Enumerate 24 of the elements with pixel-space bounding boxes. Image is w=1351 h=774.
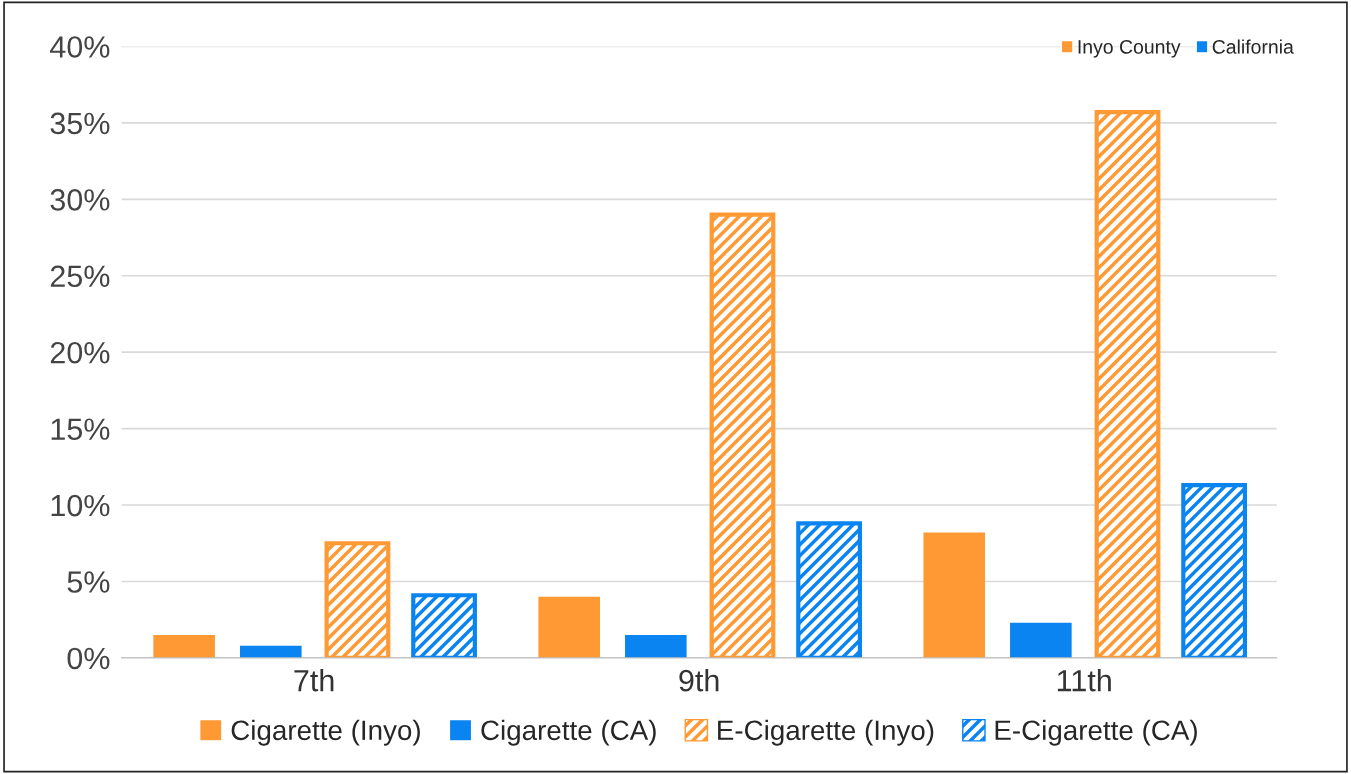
legend-label: E-Cigarette (Inyo) [718, 719, 934, 746]
x-tick-label: 7th [294, 669, 334, 692]
y-tick-label: 40% [50, 36, 110, 58]
y-tick-label: 0% [67, 647, 110, 670]
y-tick-label: 30% [50, 189, 110, 211]
bar [1010, 622, 1072, 658]
y-tick-label: 20% [50, 341, 110, 364]
y-tick-label: 35% [50, 112, 110, 135]
legend-label: E-Cigarette (CA) [995, 719, 1197, 746]
bar [239, 645, 302, 658]
bar [923, 532, 986, 658]
x-tick-label: 9th [679, 669, 719, 692]
x-tick-label: 11th [1057, 669, 1111, 692]
y-tick-label: 10% [51, 494, 110, 517]
legend-label: Cigarette (Inyo) [231, 719, 420, 746]
y-tick-label: 25% [50, 265, 110, 288]
bar [625, 634, 687, 658]
bar [153, 634, 215, 658]
y-tick-label: 15% [51, 418, 110, 440]
bar [538, 596, 600, 658]
legend-label: Cigarette (CA) [481, 719, 656, 746]
annotation: California [1212, 39, 1294, 54]
annotation: Inyo County [1078, 40, 1181, 58]
y-tick-label: 5% [67, 571, 110, 593]
